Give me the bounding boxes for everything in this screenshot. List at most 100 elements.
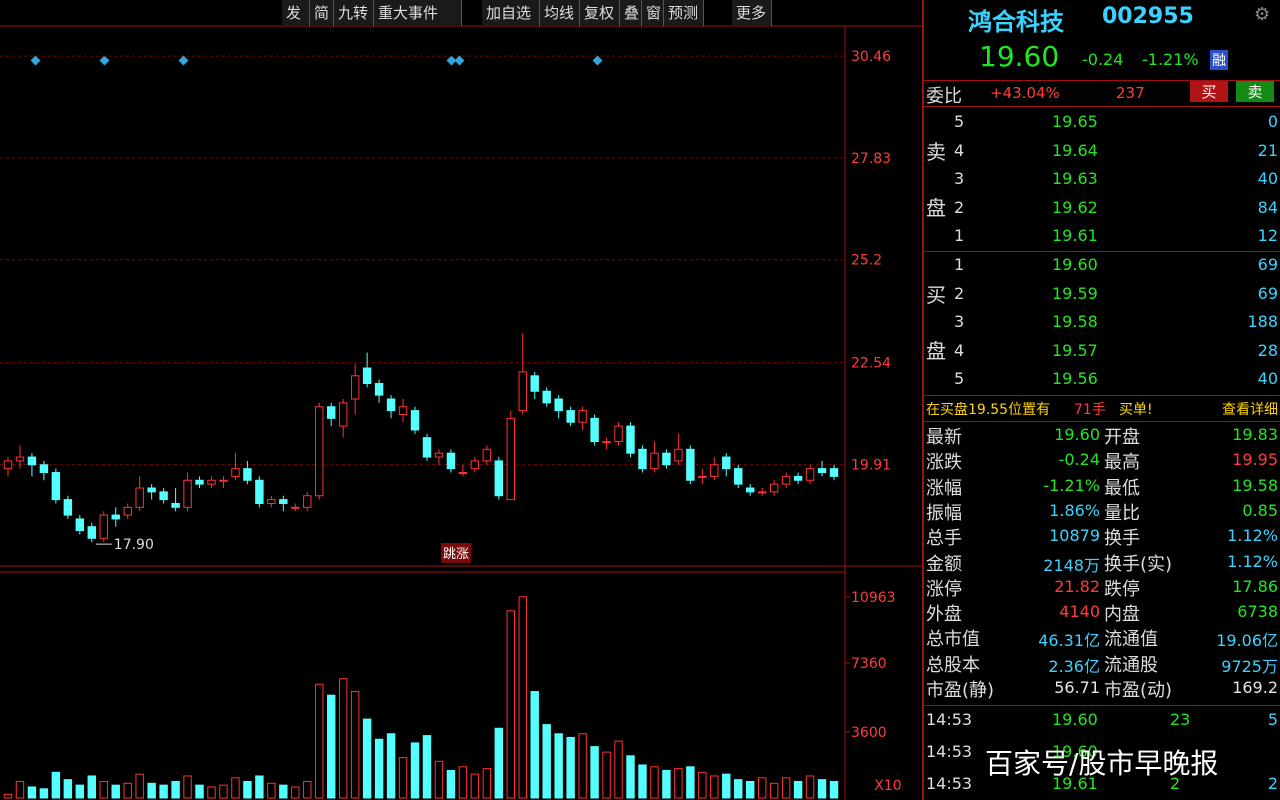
book-price: 19.61 (1052, 226, 1098, 245)
book-volume: 69 (1257, 283, 1278, 303)
notice: 在买盘19.55位置有 (926, 402, 1051, 418)
volume-bar (602, 751, 611, 799)
notice-link[interactable]: 查看详细 (1222, 402, 1278, 418)
stat-label: 流通值 (1104, 629, 1158, 651)
candle-body (87, 526, 96, 539)
toolbar-button[interactable]: 窗 (642, 0, 664, 26)
stat-value: 9725万 (1221, 656, 1278, 676)
book-volume: 188 (1247, 312, 1278, 331)
volume-bar (99, 780, 108, 799)
volume-bar (614, 740, 623, 799)
stat-label: 总手 (926, 528, 962, 550)
volume-bar (219, 784, 228, 799)
candle-body (482, 448, 492, 462)
toolbar-button[interactable]: 重大事件 (374, 0, 462, 26)
volume-bar (207, 786, 216, 799)
event-marker[interactable] (178, 55, 189, 66)
volume-bar (63, 779, 73, 799)
volume-bar (482, 768, 492, 799)
toolbar-button[interactable]: 九转 (334, 0, 374, 26)
tick-cell: 19.60 (1052, 742, 1098, 761)
candle-body (219, 479, 228, 482)
volume-tick-label: 10963 (851, 590, 896, 606)
volume-bar (566, 736, 575, 799)
book-level: 5 (954, 112, 965, 131)
volume-bar (159, 784, 168, 799)
candle-body (530, 375, 539, 392)
book-price: 19.57 (1052, 340, 1098, 360)
toolbar-button[interactable]: 简 (310, 0, 334, 26)
separator (924, 106, 1280, 107)
event-marker[interactable] (30, 55, 41, 66)
volume-bar (243, 780, 252, 799)
stat-label: 换手(实) (1104, 553, 1173, 575)
candle-body (674, 448, 683, 462)
toolbar-button[interactable]: 发 (282, 0, 310, 26)
toolbar-button[interactable]: 复权 (580, 0, 620, 26)
volume-bar (195, 784, 204, 799)
volume-bar (781, 777, 791, 799)
stat-value: 21.82 (1054, 576, 1100, 596)
toolbar-button[interactable]: 预测 (664, 0, 704, 26)
candle-body (566, 410, 575, 423)
separator (924, 705, 1280, 706)
stat-value: 56.71 (1054, 678, 1100, 697)
ratio-label: 委比 (926, 86, 962, 107)
stat-label: 涨幅 (926, 477, 962, 499)
change: -0.24 (1082, 50, 1124, 69)
volume-bar (494, 727, 504, 799)
candle-body (147, 487, 156, 493)
settings[interactable]: ⚙ (1254, 4, 1271, 25)
candle-body (279, 499, 288, 504)
book-volume: 28 (1257, 340, 1278, 360)
candle-body (422, 437, 432, 458)
volume-bar (518, 596, 527, 799)
candle-body (829, 468, 839, 477)
event-tag[interactable]: 跳涨 (443, 547, 469, 562)
volume-bar (303, 780, 312, 799)
book-price: 19.65 (1052, 112, 1098, 131)
book-level: 2 (954, 283, 965, 303)
volume-bar (39, 788, 49, 799)
y-tick-label: 22.54 (851, 356, 891, 372)
toolbar-button[interactable]: 均线 (540, 0, 580, 26)
event-marker[interactable] (99, 55, 110, 66)
stat-label: 涨停 (926, 578, 962, 600)
stat-label: 最高 (1104, 452, 1140, 474)
candle-body (698, 475, 707, 478)
book-side-label: 卖 (926, 140, 946, 164)
candle-body (51, 472, 61, 501)
candle-body (506, 417, 515, 501)
volume-bar (111, 784, 120, 799)
notice-end: 买单! (1119, 402, 1153, 418)
candle-body (15, 456, 25, 462)
toolbar-button[interactable]: 更多 (732, 0, 772, 26)
volume-bar (27, 786, 37, 799)
candle-body (638, 448, 647, 470)
event-marker[interactable] (454, 55, 465, 66)
separator (924, 395, 1280, 396)
candle-body (446, 452, 456, 470)
sell-button[interactable]: 卖 (1236, 81, 1274, 102)
candle-body (75, 518, 85, 532)
volume-bar (446, 769, 456, 799)
toolbar-button[interactable]: 叠 (620, 0, 642, 26)
event-marker[interactable] (592, 55, 603, 66)
separator (924, 80, 1280, 81)
margin-badge: 融 (1210, 50, 1228, 70)
book-level: 3 (954, 169, 965, 188)
candle-body (27, 456, 37, 466)
candle-body (614, 425, 623, 443)
candle-body (111, 514, 120, 520)
volume-bar (530, 691, 539, 799)
stat-value: 2148万 (1043, 555, 1100, 575)
stat-value: 19.60 (1054, 425, 1100, 444)
notice-amount: 71手 (1074, 402, 1106, 418)
toolbar-button[interactable]: 加自选 (482, 0, 540, 26)
book-level: 1 (954, 226, 965, 245)
tick-cell: 2 (1267, 774, 1278, 793)
volume-bar (51, 771, 61, 799)
buy-button[interactable]: 买 (1190, 81, 1228, 102)
y-tick-label: 25.2 (851, 253, 882, 269)
volume-multiplier: X10 (874, 778, 901, 794)
